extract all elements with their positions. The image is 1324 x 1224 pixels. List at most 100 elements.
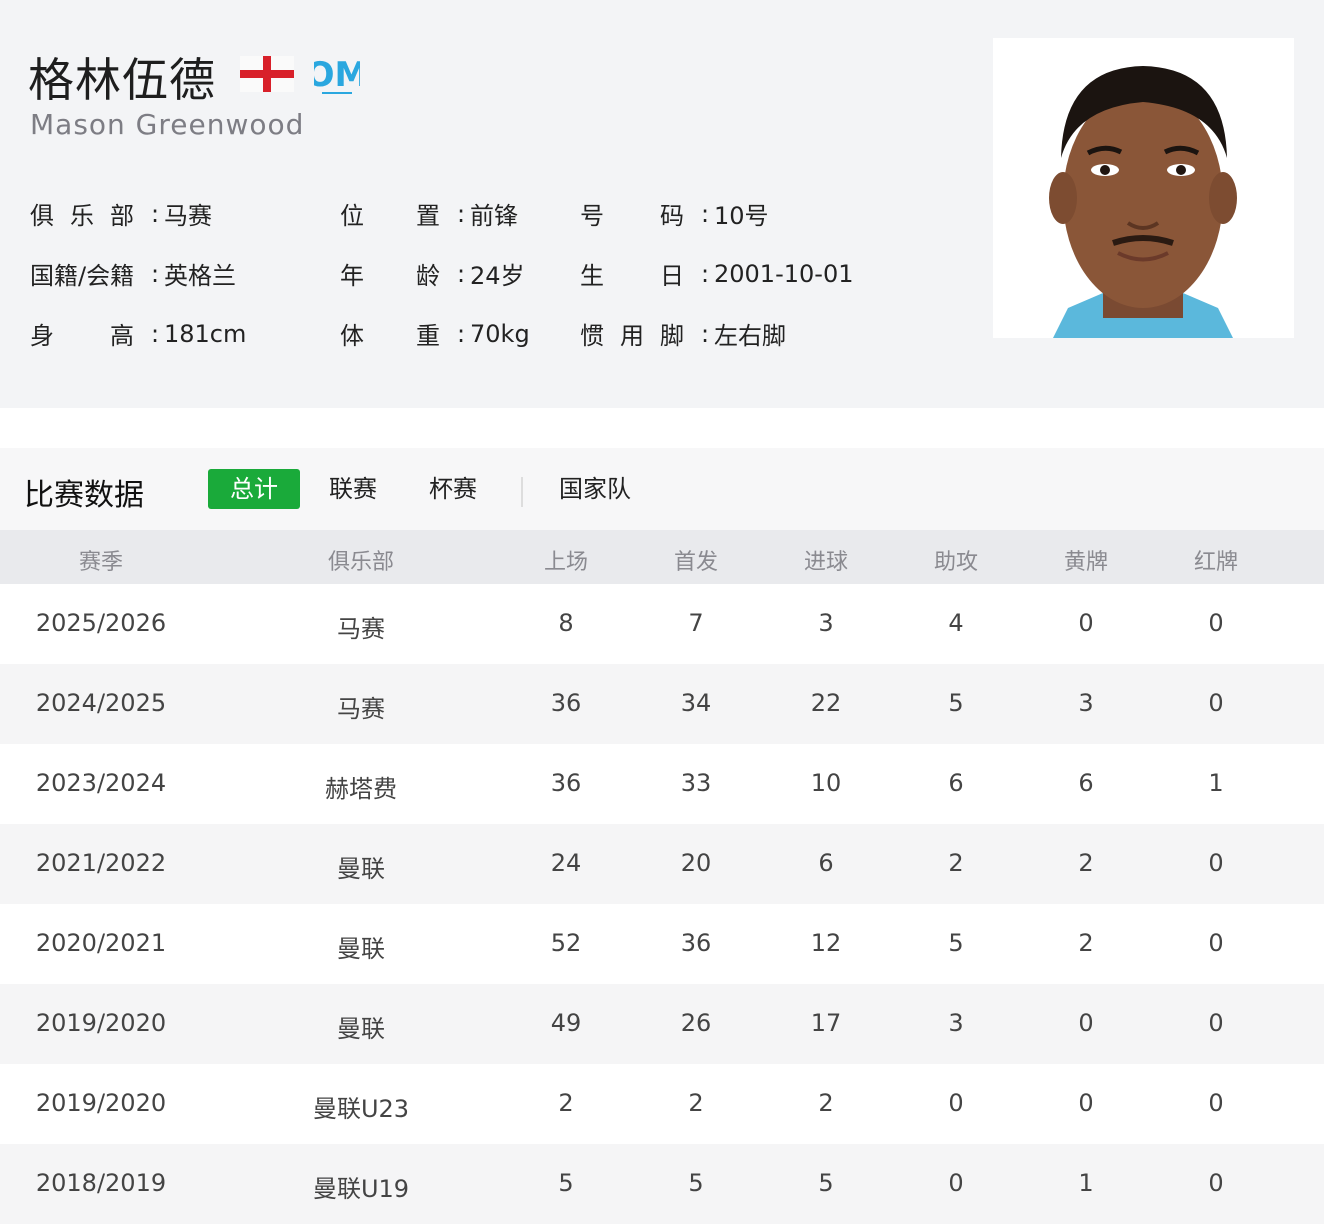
tab-league[interactable]: 联赛 (329, 475, 377, 503)
column-header[interactable]: 红牌 (1193, 550, 1239, 575)
table-cell: 曼联U23 (312, 1095, 410, 1123)
column-header[interactable]: 进球 (803, 550, 849, 575)
table-cell: 0 (1208, 849, 1224, 877)
table-row: 2020/2021 曼联 52 36 12 5 2 0 (0, 904, 1324, 984)
club-logo-icon[interactable]: OM (314, 48, 360, 98)
table-cell: 2019/2020 (35, 1009, 167, 1037)
table-cell: 0 (1208, 609, 1224, 637)
info-colon: : (456, 199, 466, 228)
table-cell: 7 (688, 609, 704, 637)
info-value: 英格兰 (164, 262, 236, 290)
table-cell: 33 (680, 769, 712, 797)
tab-total[interactable]: 总计 (208, 469, 300, 509)
table-cell: 5 (688, 1169, 704, 1197)
table-cell: 22 (810, 689, 842, 717)
info-field: 惯用脚: 左右脚 (580, 316, 786, 351)
info-label: 国籍/会籍 (30, 262, 135, 290)
info-value: 181cm (164, 319, 247, 348)
info-colon: : (700, 259, 710, 288)
table-cell: 4 (948, 609, 964, 637)
table-cell: 5 (948, 689, 964, 717)
table-cell: 2019/2020 (35, 1089, 167, 1117)
table-cell: 0 (1208, 1089, 1224, 1117)
table-cell: 0 (1078, 1009, 1094, 1037)
column-header[interactable]: 上场 (543, 550, 589, 575)
table-cell: 20 (680, 849, 712, 877)
tab-cup[interactable]: 杯赛 (429, 475, 477, 503)
svg-text:OM: OM (314, 55, 360, 95)
table-cell: 赫塔费 (325, 775, 397, 803)
column-header[interactable]: 助攻 (933, 550, 979, 575)
table-cell: 0 (1208, 1169, 1224, 1197)
table-cell: 曼联 (337, 935, 385, 963)
england-flag-icon (240, 56, 294, 92)
table-cell: 2018/2019 (35, 1169, 167, 1197)
spacer (0, 408, 1324, 448)
info-colon: : (456, 319, 466, 348)
column-header[interactable]: 黄牌 (1063, 550, 1109, 575)
table-cell: 2020/2021 (35, 929, 167, 957)
tab-divider (521, 477, 523, 507)
table-cell: 10 (810, 769, 842, 797)
table-cell: 0 (1208, 929, 1224, 957)
table-cell: 0 (948, 1169, 964, 1197)
column-header[interactable]: 首发 (673, 550, 719, 575)
table-cell: 26 (680, 1009, 712, 1037)
column-header[interactable]: 赛季 (78, 550, 124, 575)
table-cell: 0 (1078, 1089, 1094, 1117)
table-cell: 34 (680, 689, 712, 717)
tab-national-team[interactable]: 国家队 (559, 475, 631, 503)
info-value: 70kg (470, 319, 530, 348)
player-name-cn: 格林伍德 (28, 53, 216, 107)
info-value: 马赛 (164, 202, 212, 230)
table-cell: 1 (1078, 1169, 1094, 1197)
table-cell: 2025/2026 (35, 609, 167, 637)
player-name-en: Mason Greenwood (30, 108, 305, 141)
info-colon: : (700, 319, 710, 348)
info-label: 体重 (340, 322, 440, 350)
info-colon: : (700, 199, 710, 228)
table-cell: 2 (688, 1089, 704, 1117)
table-cell: 2 (1078, 929, 1094, 957)
table-cell: 6 (1078, 769, 1094, 797)
info-label: 身高 (30, 322, 134, 350)
table-row: 2021/2022 曼联 24 20 6 2 2 0 (0, 824, 1324, 904)
table-cell: 17 (810, 1009, 842, 1037)
table-row: 2024/2025 马赛 36 34 22 5 3 0 (0, 664, 1324, 744)
table-cell: 6 (818, 849, 834, 877)
info-field: 俱乐部: 马赛 (30, 196, 212, 231)
info-field: 年龄:24岁 (340, 256, 525, 291)
table-cell: 0 (1208, 689, 1224, 717)
table-cell: 1 (1208, 769, 1224, 797)
info-label: 惯用脚 (580, 322, 684, 350)
info-label: 年龄 (340, 262, 440, 290)
table-cell: 5 (948, 929, 964, 957)
table-cell: 2 (558, 1089, 574, 1117)
table-row: 2025/2026 马赛 8 7 3 4 0 0 (0, 584, 1324, 664)
info-field: 身高:181cm (30, 316, 246, 351)
info-value: 24岁 (470, 262, 525, 290)
info-value: 左右脚 (714, 322, 786, 350)
info-value: 2001-10-01 (714, 259, 854, 288)
table-cell: 12 (810, 929, 842, 957)
table-cell: 2 (818, 1089, 834, 1117)
table-cell: 0 (1208, 1009, 1224, 1037)
info-value: 前锋 (470, 202, 518, 230)
stats-tab-bar (0, 448, 1324, 530)
table-row: 2019/2020 曼联U23 2 2 2 0 0 0 (0, 1064, 1324, 1144)
table-cell: 36 (550, 769, 582, 797)
table-cell: 8 (558, 609, 574, 637)
info-field: 位置: 前锋 (340, 196, 518, 231)
table-cell: 0 (948, 1089, 964, 1117)
table-cell: 2 (1078, 849, 1094, 877)
stats-table-header: 赛季 俱乐部 上场 首发 进球 助攻 黄牌 红牌 (0, 530, 1324, 584)
table-cell: 36 (550, 689, 582, 717)
column-header[interactable]: 俱乐部 (327, 550, 395, 575)
table-cell: 49 (550, 1009, 582, 1037)
table-row: 2019/2020 曼联 49 26 17 3 0 0 (0, 984, 1324, 1064)
info-label: 生日 (580, 262, 684, 290)
table-cell: 马赛 (337, 615, 385, 643)
section-title: 比赛数据 (24, 478, 144, 513)
table-cell: 5 (558, 1169, 574, 1197)
info-colon: : (150, 259, 160, 288)
